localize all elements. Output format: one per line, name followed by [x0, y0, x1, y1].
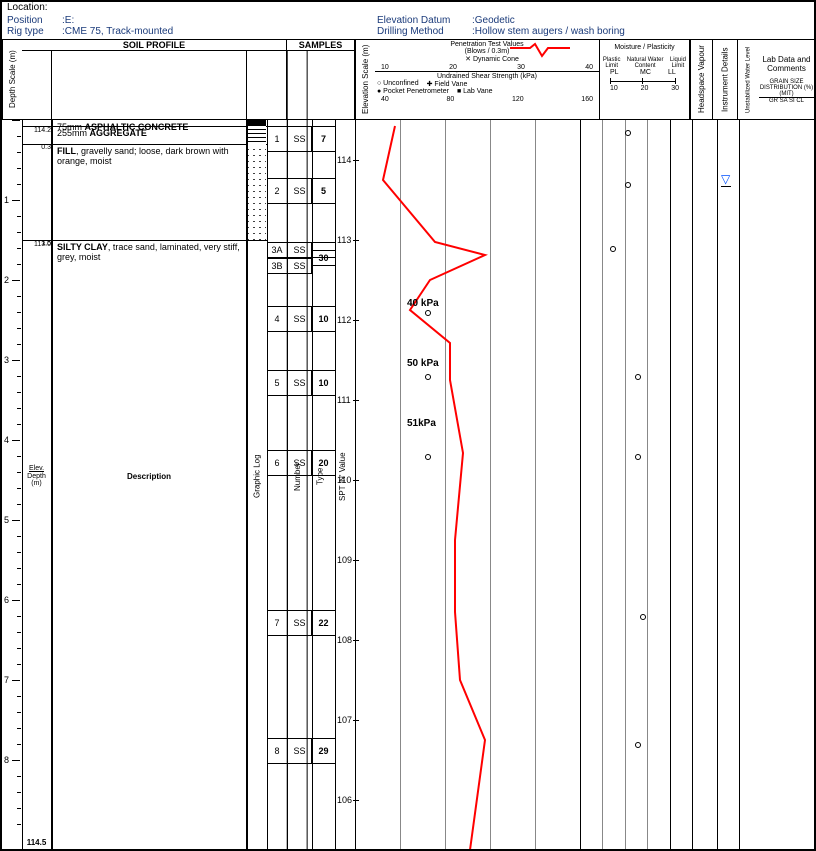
col-depthscale: Depth Scale (m) — [2, 40, 22, 119]
moist-axis: PL MC LL — [600, 69, 689, 85]
rigtype-label: Rig type — [7, 26, 62, 37]
position-value: E: — [65, 15, 74, 26]
header: Position : E: Rig type : CME 75, Track-m… — [2, 13, 814, 40]
header-right: Elevation Datum : Geodetic Drilling Meth… — [377, 15, 809, 37]
samples-title: SAMPLES — [287, 40, 354, 51]
position-label: Position — [7, 15, 62, 26]
drillmethod-label: Drilling Method — [377, 26, 472, 37]
col-penetration: Penetration Test Values (Blows / 0.3m) ✕… — [375, 40, 600, 119]
col-labdata: Lab Data and Comments GRAIN SIZE DISTRIB… — [759, 40, 814, 119]
col-instrument: Instrument Details — [712, 40, 737, 119]
col-moisture: Moisture / Plasticity Plastic LimitNatur… — [600, 40, 690, 119]
col-headspace: Headspace Vapour — [690, 40, 712, 119]
pen-scale-1: 10203040 — [375, 64, 599, 71]
column-headers: Depth Scale (m) SOIL PROFILE Elev.Depth(… — [2, 40, 814, 120]
log-body: 1234567811411311211111010910810710675mm … — [2, 120, 814, 850]
elevdatum-value: Geodetic — [475, 15, 515, 26]
col-water: Unstabilized Water Level — [737, 40, 759, 119]
soilprofile-title: SOIL PROFILE — [22, 40, 286, 51]
elevdatum-label: Elevation Datum — [377, 15, 472, 26]
moist-scale: 102030 — [600, 85, 689, 92]
location-label: Location: — [7, 2, 48, 13]
zigzag-icon — [510, 42, 570, 60]
pen-head-2: Undrained Shear Strength (kPa) ○ Unconfi… — [375, 71, 599, 96]
col-elevscale: Elevation Scale (m) — [355, 40, 375, 119]
location-row: Location: — [2, 2, 814, 13]
drillmethod-value: Hollow stem augers / wash boring — [475, 26, 625, 37]
pen-scale-2: 4080120160 — [375, 96, 599, 103]
header-left: Position : E: Rig type : CME 75, Track-m… — [7, 15, 377, 37]
rigtype-value: CME 75, Track-mounted — [65, 26, 173, 37]
borehole-log-page: Sheet No. . Location: Position : E: Rig … — [0, 0, 816, 851]
